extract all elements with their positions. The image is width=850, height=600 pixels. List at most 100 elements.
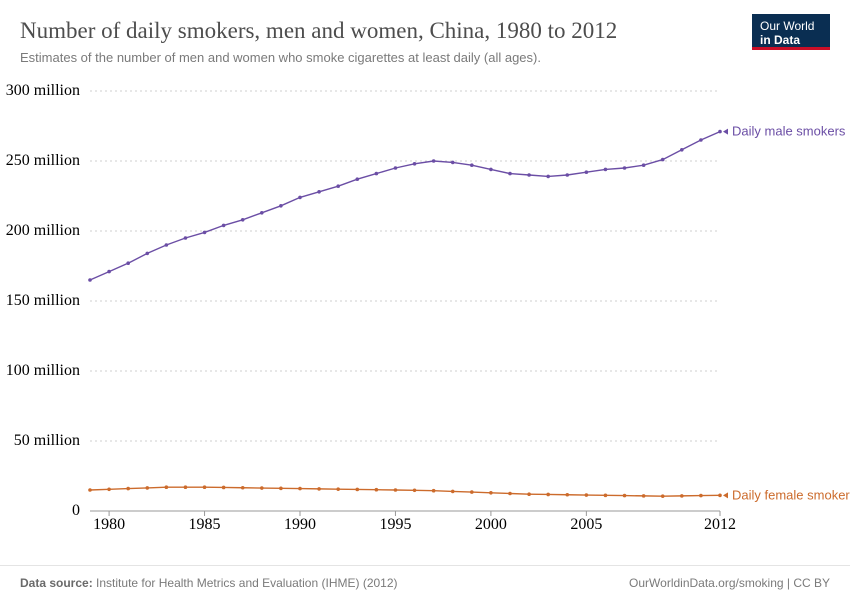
x-tick-label: 2005 [570,516,602,533]
chart-subtitle: Estimates of the number of men and women… [20,50,830,65]
series-marker [489,491,493,495]
series-marker [470,163,474,167]
series-arrow-icon [723,492,728,498]
series-marker [317,190,321,194]
series-marker [145,252,149,256]
series-marker [317,487,321,491]
series-marker [680,148,684,152]
x-tick-label: 1980 [93,516,125,533]
series-marker [546,493,550,497]
series-marker [718,130,722,134]
series-marker [336,487,340,491]
series-marker [489,168,493,172]
footer-source: Data source: Institute for Health Metric… [20,576,398,590]
series-marker [527,173,531,177]
series-marker [508,492,512,496]
series-marker [546,175,550,179]
series-marker [451,490,455,494]
series-marker [680,494,684,498]
series-marker [145,486,149,490]
series-marker [565,493,569,497]
series-label: Daily female smokers [732,487,850,502]
series-marker [585,493,589,497]
series-marker [432,489,436,493]
y-tick-label: 0 [72,502,80,519]
series-marker [203,485,207,489]
series-marker [661,158,665,162]
x-tick-label: 1990 [284,516,316,533]
series-marker [184,236,188,240]
series-marker [394,488,398,492]
series-marker [88,488,92,492]
line-chart-svg: 0 50 million 100 million 150 million 200 mil… [0,71,850,551]
series-marker [126,261,130,265]
y-tick-label: 150 million [6,292,80,309]
series-marker [298,487,302,491]
logo-line-1: Our World [760,19,822,33]
series-line [90,132,720,280]
footer-attribution: OurWorldinData.org/smoking | CC BY [629,576,830,590]
y-tick-label: 100 million [6,362,80,379]
chart-footer: Data source: Institute for Health Metric… [0,565,850,600]
series-marker [604,168,608,172]
series-marker [642,494,646,498]
series-marker [165,485,169,489]
gridlines [90,91,720,441]
series-marker [279,204,283,208]
series-marker [298,196,302,200]
series-marker [451,161,455,165]
series-marker [623,166,627,170]
series-marker [88,278,92,282]
source-label: Data source: [20,576,93,590]
series-marker [470,490,474,494]
series-marker [661,494,665,498]
source-text: Institute for Health Metrics and Evaluat… [96,576,397,590]
series-marker [413,488,417,492]
chart-header: Number of daily smokers, men and women, … [0,0,850,71]
series-marker [260,486,264,490]
series-marker [222,224,226,228]
chart-title: Number of daily smokers, men and women, … [20,18,830,44]
series-marker [107,270,111,274]
series-marker [107,488,111,492]
series-marker [355,488,359,492]
series-marker [279,487,283,491]
series-marker [432,159,436,163]
owid-logo: Our World in Data [752,14,830,50]
series-marker [203,231,207,235]
series-marker [355,177,359,181]
y-tick-label: 250 million [6,152,80,169]
series-label: Daily male smokers [732,124,846,139]
chart-area: 0 50 million 100 million 150 million 200 mil… [0,71,850,551]
series-marker [394,166,398,170]
x-tick-label: 1995 [379,516,411,533]
series-marker [565,173,569,177]
x-tick-label: 1985 [189,516,221,533]
series-marker [165,243,169,247]
x-tick-label: 2000 [475,516,507,533]
y-tick-label: 300 million [6,82,80,99]
y-tick-label: 50 million [14,432,80,449]
series-marker [413,162,417,166]
series-arrow-icon [723,129,728,135]
series-marker [184,485,188,489]
series-marker [336,184,340,188]
series-marker [585,170,589,174]
y-tick-label: 200 million [6,222,80,239]
series-marker [699,494,703,498]
series-marker [260,211,264,215]
series-marker [126,487,130,491]
series-marker [241,486,245,490]
series-marker [623,494,627,498]
series-marker [642,163,646,167]
series-marker [718,494,722,498]
series-marker [508,172,512,176]
x-tick-label: 2012 [704,516,736,533]
series-marker [375,172,379,176]
series-marker [222,486,226,490]
series-marker [699,138,703,142]
series-marker [241,218,245,222]
series-marker [375,488,379,492]
series-marker [604,494,608,498]
logo-line-2: in Data [760,33,822,47]
